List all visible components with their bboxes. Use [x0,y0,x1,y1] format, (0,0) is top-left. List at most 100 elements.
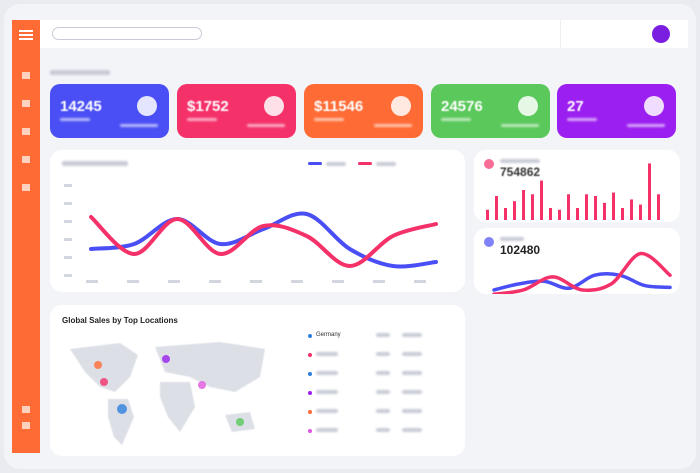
location-value [402,428,422,432]
bar [495,196,498,220]
stat-value: $1752 [187,98,229,115]
stat-card: 27 [557,84,676,138]
stat-value: 27 [567,98,584,115]
location-value [376,352,390,356]
stat-label [120,124,158,127]
location-value [376,409,390,413]
bar [504,208,507,220]
bar [567,194,570,220]
stat-card: 14245 [50,84,169,138]
search-box[interactable] [52,27,202,40]
stat-label [501,124,539,127]
stat-label [441,118,471,121]
avatar[interactable] [652,25,670,43]
bar [648,163,651,220]
stat-icon [391,96,411,116]
bar [603,202,606,220]
stat-label [314,118,344,121]
x-tick-label [209,280,221,283]
y-tick-label [64,184,72,187]
stat-card: 24576 [431,84,550,138]
location-value [376,428,390,432]
location-dot [308,372,312,376]
bar [657,194,660,220]
stat-value: 14245 [60,98,102,115]
section-heading [50,70,110,75]
main-chart-panel [50,150,465,292]
stat-value: 24576 [441,98,483,115]
series-line [89,211,438,269]
location-name [316,371,338,375]
stat-card: $11546 [304,84,423,138]
series-line [89,215,438,269]
location-dot [308,410,312,414]
stat-label [567,118,597,121]
stat-icon [644,96,664,116]
location-name [316,409,338,413]
bar [576,208,579,220]
stat-card: $1752 [177,84,296,138]
y-tick-label [64,274,72,277]
map-markers [94,355,244,426]
line-chart [64,184,438,283]
stat-label [247,124,285,127]
bar-chart [486,163,660,220]
stat-icon [264,96,284,116]
location-name: Germany [316,332,341,338]
stat-label [627,124,665,127]
bar [639,204,642,220]
location-value [376,371,390,375]
location-dot [308,391,312,395]
location-value [402,390,422,394]
location-dot [308,429,312,433]
location-value [402,333,422,337]
x-tick-label [373,280,385,283]
stat-label [374,124,412,127]
bar [486,209,489,220]
small-chart-panel: 102480 [474,228,680,294]
x-tick-label [250,280,262,283]
location-value [402,352,422,356]
bar [513,201,516,220]
stat-icon [137,96,157,116]
y-tick-label [64,202,72,205]
bar [549,208,552,220]
bar [630,199,633,220]
x-tick-label [127,280,139,283]
location-name [316,428,338,432]
location-name [316,352,338,356]
series-line [492,271,672,292]
dashboard: 14245 $1752 $11546 24576 27 754862 102480 Gl… [4,4,696,469]
location-value [376,333,390,337]
y-tick-label [64,238,72,241]
series-line [492,251,672,294]
bar [522,190,525,220]
bar [540,180,543,220]
bar [585,194,588,220]
top-bar [40,20,688,48]
stat-label [60,118,90,121]
x-tick-label [168,280,180,283]
menu-button[interactable] [19,30,33,32]
x-tick-label [291,280,303,283]
bar [594,196,597,220]
location-name [316,390,338,394]
stat-icon [518,96,538,116]
location-value [402,409,422,413]
world-map [70,342,265,445]
bar [558,209,561,220]
bar-chart-value: 754862 [500,165,541,179]
bar [612,192,615,220]
map-title: Global Sales by Top Locations [62,316,178,325]
line-chart [492,251,672,294]
bar [531,194,534,220]
nav-icons[interactable] [22,406,30,436]
location-dot [308,353,312,357]
location-value [376,390,390,394]
nav-icons[interactable] [22,72,30,192]
stat-label [187,118,217,121]
y-tick-label [64,220,72,223]
x-tick-label [332,280,344,283]
y-tick-label [64,256,72,259]
